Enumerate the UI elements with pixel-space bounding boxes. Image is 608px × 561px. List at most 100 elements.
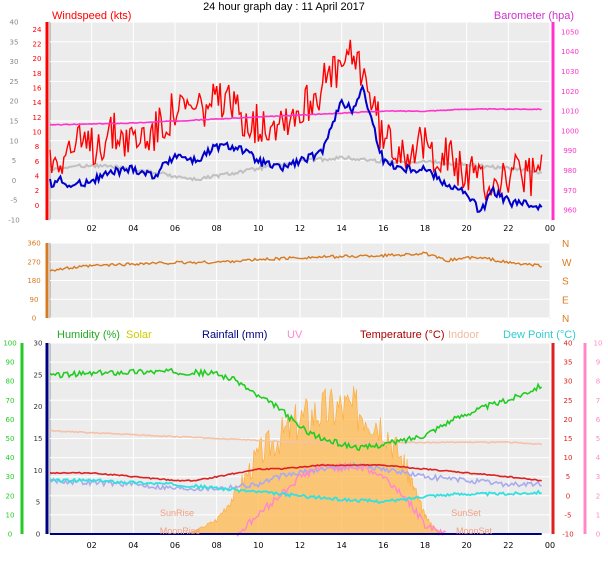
pressure-tick: 1030 [561,68,579,76]
rain-tick: 10 [34,467,43,475]
compass-N: N [562,314,569,325]
dewpoint-line [49,477,542,504]
x-tick: 22 [503,224,513,233]
annotation-MoonRise: MoonRise [160,526,201,536]
wind-outer-tick: -10 [8,217,19,225]
x-tick: 08 [212,541,222,550]
temperature-label: Temperature (°C) [360,329,444,341]
x-axis-ticks: 02 04 06 08 10 12 14 16 18 20 22 00 02 04 06 08 10 12 14 16… [87,224,556,550]
humidity-tick: 90 [6,359,15,367]
windspeed-label: Windspeed (kts) [52,10,131,22]
average-wind-line [49,83,543,213]
x-tick: 14 [337,224,347,233]
x-tick: 04 [128,541,138,550]
pressure-tick: 1050 [561,28,579,36]
dewpoint-label: Dew Point (°C) [503,329,576,341]
indoor-line [49,429,543,446]
x-tick: 08 [212,224,222,233]
x-tick: 12 [295,541,305,550]
wind-outer-tick: 20 [10,98,19,106]
solar-label: Solar [126,329,152,341]
temp-tick: 5 [566,473,570,481]
x-tick: 10 [253,224,263,233]
indoor-label: Indoor [448,329,480,341]
wind-tick: 12 [33,114,42,122]
x-tick: 20 [462,224,472,233]
temp-tick: 15 [564,435,573,443]
humidity-tick: 20 [6,492,15,500]
humidity-tick: 100 [3,340,16,348]
x-tick: 04 [128,224,138,233]
wind-tick: 16 [33,85,42,93]
uv-tick: 0 [596,531,600,539]
pressure-tick: 990 [563,147,576,155]
gust-line [49,39,543,201]
x-tick: 16 [378,541,388,550]
humidity-tick: 40 [6,454,15,462]
wind-outer-tick: 40 [10,19,19,27]
humidity-line [49,367,543,452]
rain-tick: 30 [34,340,43,348]
wind-outer-tick: 10 [10,137,19,145]
uv-tick: 9 [596,359,600,367]
annotation-SunRise: SunRise [160,508,194,518]
x-tick: 18 [420,224,430,233]
temp-panel: 0102030405060708090100051015202530-10-50… [3,340,602,539]
rain-tick: 25 [34,371,43,379]
x-tick: 16 [378,224,388,233]
direction-panel: 0 90 180 270 360 [27,240,551,323]
uv-label: UV [287,329,303,341]
uv-tick: 6 [596,416,601,424]
x-tick: 06 [170,224,180,233]
pressure-tick: 1010 [561,108,579,116]
chart-title: 24 hour graph day : 11 April 2017 [203,1,365,13]
wind-tick: 24 [33,26,42,34]
humidity-tick: 10 [6,511,15,519]
wind-outer-tick: 0 [12,177,16,185]
compass-N: N [562,239,569,250]
x-tick: 02 [87,541,97,550]
pressure-tick: 1000 [561,127,579,135]
wind-outer-tick: -5 [11,197,18,205]
sun-moon-annotations: SunRise SunSet MoonRise MoonSet [160,508,493,536]
x-tick: 18 [420,541,430,550]
temperature-line [49,463,542,482]
humidity-tick: 0 [8,531,12,539]
x-tick: 12 [295,224,305,233]
direction-line [49,251,542,272]
uv-line [236,461,447,537]
compass-W: W [562,258,572,269]
wind-panel: -10-505101520253035400246810121416182022… [8,19,579,225]
humidity-tick: 60 [6,416,15,424]
temp-tick: 10 [564,454,573,462]
humidity-tick: 50 [6,435,15,443]
x-tick: 14 [337,541,347,550]
uv-tick: 1 [596,511,600,519]
annotation-MoonSet: MoonSet [456,526,493,536]
x-tick: 00 [545,224,555,233]
rain-tick: 20 [34,403,43,411]
solar-area [185,386,446,535]
wind-tick: 14 [33,99,42,107]
wind-tick: 22 [33,41,42,49]
rainfall-label: Rainfall (mm) [202,329,267,341]
uv-tick: 7 [596,397,600,405]
x-tick: 10 [253,541,263,550]
pressure-tick: 960 [563,207,576,215]
temp-tick: 0 [566,492,570,500]
dir-tick: 0 [32,315,36,323]
x-tick: 20 [462,541,472,550]
feels-like-line [49,461,542,492]
wind-tick: 10 [33,129,42,137]
wind-tick: 6 [35,158,40,166]
compass-E: E [562,295,569,306]
dir-tick: 90 [30,296,39,304]
wind-tick: 0 [35,202,39,210]
humidity-tick: 30 [6,473,15,481]
x-tick: 06 [170,541,180,550]
compass-S: S [562,277,569,288]
temp-tick: 25 [564,397,573,405]
wind-outer-tick: 30 [10,58,19,66]
